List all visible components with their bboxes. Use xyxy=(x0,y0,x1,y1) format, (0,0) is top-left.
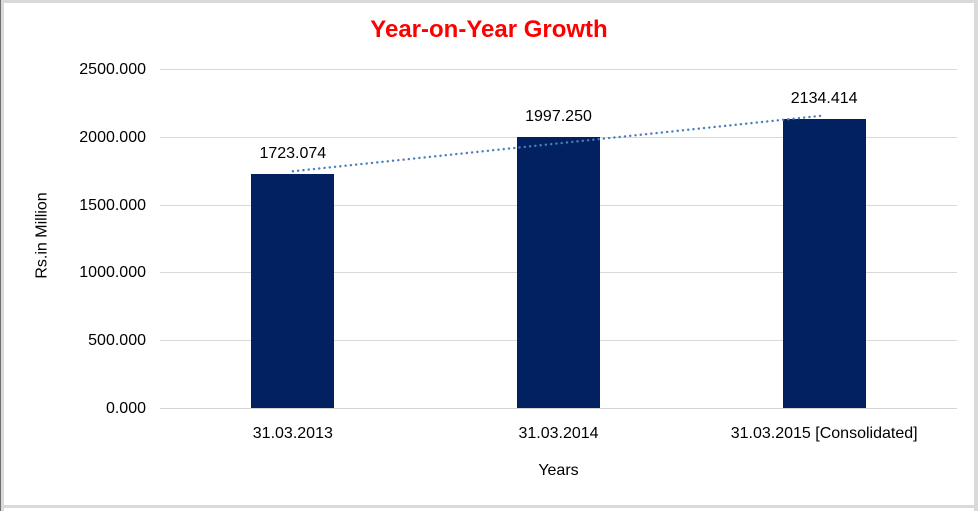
bar xyxy=(517,137,600,408)
data-label: 1723.074 xyxy=(259,145,327,163)
x-axis-line xyxy=(160,408,957,409)
y-tick-label: 0.000 xyxy=(105,400,146,417)
x-tick-label: 31.03.2013 xyxy=(252,425,333,442)
y-tick-label: 2500.000 xyxy=(79,61,146,78)
frame-border-top xyxy=(0,0,978,3)
x-tick-label: 31.03.2014 xyxy=(518,425,599,442)
x-tick-label: 31.03.2015 [Consolidated] xyxy=(730,425,918,442)
gridline xyxy=(160,69,957,70)
data-label: 2134.414 xyxy=(790,89,858,107)
data-label: 1997.250 xyxy=(525,108,592,126)
y-tick-label: 1000.000 xyxy=(79,264,146,282)
x-axis-title: Years xyxy=(538,462,579,479)
frame-border-left xyxy=(1,0,4,511)
bar xyxy=(251,174,335,408)
bar xyxy=(782,118,866,408)
chart-title: Year-on-Year Growth xyxy=(370,16,608,43)
y-axis-title: Rs.in Million xyxy=(33,192,51,279)
frame-border-bottom xyxy=(0,505,978,508)
y-tick-label: 1500.000 xyxy=(79,196,146,214)
frame-border-right xyxy=(974,0,978,511)
y-tick-label: 500.000 xyxy=(88,332,146,350)
y-tick-label: 2000.000 xyxy=(79,128,146,146)
frame-border-left-edge xyxy=(0,0,1,511)
